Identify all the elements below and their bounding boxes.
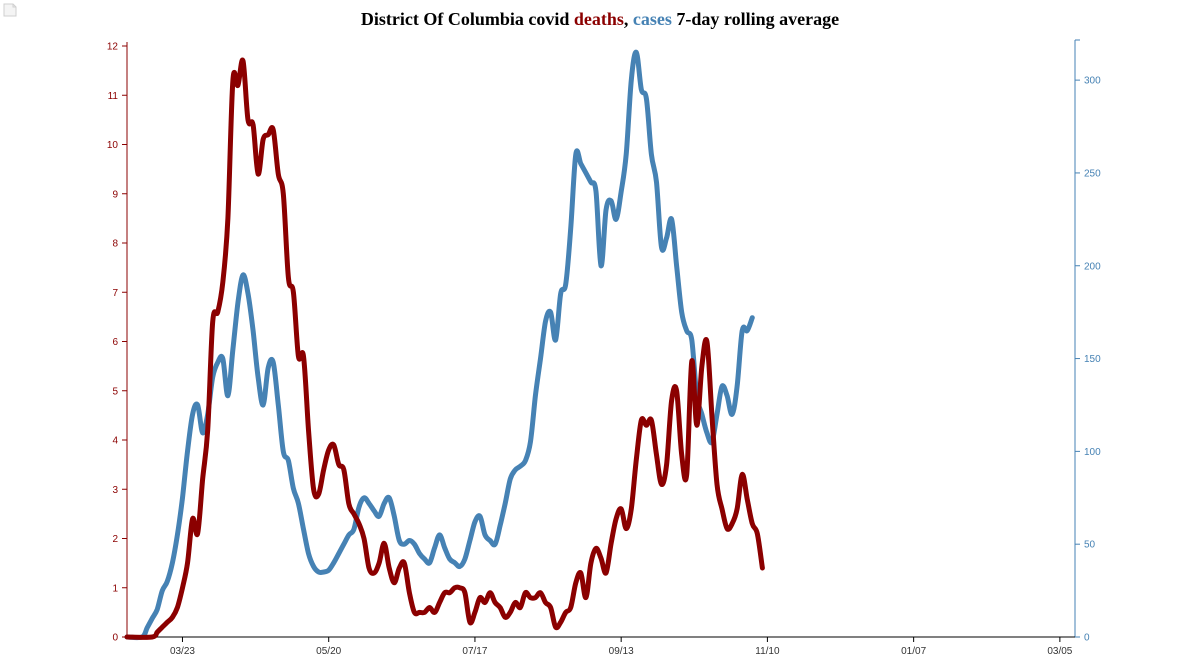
series-line-cases: [124, 49, 755, 641]
x-tick-label: 11/10: [755, 646, 780, 657]
left-tick-label: 7: [112, 288, 118, 299]
right-tick-label: 200: [1084, 261, 1101, 272]
left-tick-label: 3: [112, 485, 118, 496]
right-tick-label: 150: [1084, 354, 1101, 365]
broken-image-icon: [3, 3, 17, 17]
x-tick-label: 05/20: [316, 646, 341, 657]
right-y-axis: 0 50 100 150 200 250 300: [1074, 39, 1101, 644]
series-layer: [124, 49, 765, 641]
left-tick-label: 6: [112, 337, 118, 348]
right-tick-label: 250: [1084, 168, 1101, 179]
left-tick-label: 4: [112, 436, 118, 447]
left-tick-label: 0: [112, 633, 118, 644]
chart-title: District Of Columbia covid deaths, cases…: [361, 9, 839, 29]
left-tick-label: 10: [107, 140, 119, 151]
x-tick-label: 07/17: [462, 646, 487, 657]
x-tick-label: 01/07: [901, 646, 926, 657]
title-series-cases: cases: [633, 9, 672, 29]
right-tick-label: 100: [1084, 447, 1101, 458]
left-tick-label: 12: [107, 42, 119, 53]
left-tick-label: 9: [112, 189, 118, 200]
x-tick-label: 09/13: [609, 646, 634, 657]
left-tick-label: 2: [112, 534, 118, 545]
right-tick-label: 0: [1084, 633, 1090, 644]
right-tick-label: 300: [1084, 76, 1101, 87]
series-line-deaths: [124, 57, 765, 640]
title-suffix: 7-day rolling average: [672, 9, 839, 29]
left-tick-label: 5: [112, 386, 118, 397]
x-axis: 03/23 05/20 07/17 09/13 11/10 01/07 03/05: [127, 636, 1075, 657]
x-tick-label: 03/23: [170, 646, 195, 657]
title-prefix: District Of Columbia covid: [361, 9, 574, 29]
title-separator: ,: [624, 9, 633, 29]
x-tick-label: 03/05: [1047, 646, 1072, 657]
right-tick-label: 50: [1084, 540, 1096, 551]
left-tick-label: 8: [112, 239, 118, 250]
title-series-deaths: deaths: [574, 9, 624, 29]
left-tick-label: 11: [108, 91, 119, 102]
left-tick-label: 1: [112, 583, 118, 594]
